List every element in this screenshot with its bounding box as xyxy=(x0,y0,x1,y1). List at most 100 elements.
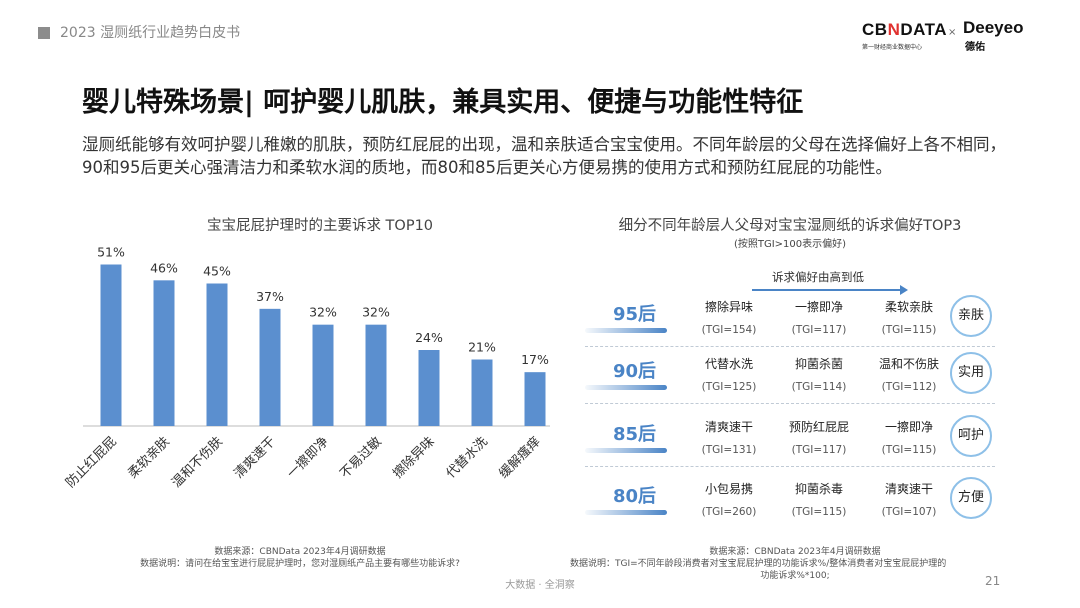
age-underline xyxy=(585,328,667,333)
bar xyxy=(418,350,440,426)
preference-cell: 一擦即净 (TGI=117) xyxy=(779,298,859,336)
bar-value-label: 51% xyxy=(97,245,125,260)
age-row-95: 95后 擦除异味 (TGI=154) 一擦即净 (TGI=117) 柔软亲肤 (TGI… xyxy=(585,295,995,348)
preference-cell: 清爽速干 (TGI=131) xyxy=(689,418,769,456)
bar xyxy=(365,324,387,426)
preference-tgi: (TGI=112) xyxy=(881,381,937,393)
category-label: 代替水洗 xyxy=(443,434,490,481)
age-underline xyxy=(585,448,667,453)
age-underline xyxy=(585,510,667,515)
bar-chart-title: 宝宝屁屁护理时的主要诉求 TOP10 xyxy=(206,218,434,234)
arrow-right-icon xyxy=(900,285,908,295)
footer-tagline: 大数据 · 全洞察 xyxy=(505,580,575,591)
bar-value-label: 45% xyxy=(203,264,231,279)
preference-name: 一擦即净 xyxy=(884,420,933,434)
feature-badge: 方便 xyxy=(950,477,992,519)
age-label: 85后 xyxy=(613,424,657,445)
age-row-80: 80后 小包易携 (TGI=260) 抑菌杀毒 (TGI=115) 清爽速干 (TGI… xyxy=(585,477,995,530)
preference-arrow-label: 诉求偏好由高到低 xyxy=(772,270,864,284)
deeyeo-logo-subtitle: 德佑 xyxy=(965,42,985,53)
preference-name: 抑菌杀毒 xyxy=(794,482,843,496)
preference-cell: 小包易携 (TGI=260) xyxy=(689,480,769,518)
preference-cell: 清爽速干 (TGI=107) xyxy=(869,480,949,518)
row-divider xyxy=(585,403,995,404)
feature-badge: 实用 xyxy=(950,352,992,394)
preference-tgi: (TGI=260) xyxy=(701,506,757,518)
cbndata-logo-subtitle: 第一财经商业数据中心 xyxy=(862,44,923,51)
right-source-line: 数据来源：CBNData 2023年4月调研数据 xyxy=(709,547,881,557)
row-divider xyxy=(585,346,995,347)
preference-tgi: (TGI=115) xyxy=(791,506,847,518)
left-source-note: 数据来源：CBNData 2023年4月调研数据 数据说明：请问在给宝宝进行屁屁… xyxy=(90,546,510,570)
category-label: 清爽速干 xyxy=(231,434,278,481)
page-title: 婴儿特殊场景| 呵护婴儿肌肤，兼具实用、便捷与功能性特征 xyxy=(82,87,804,118)
preference-cell: 预防红屁屁 (TGI=117) xyxy=(779,418,859,456)
preference-cell: 柔软亲肤 (TGI=115) xyxy=(869,298,949,336)
preference-tgi: (TGI=131) xyxy=(701,444,757,456)
preference-arrow-line xyxy=(752,289,902,291)
preference-cell: 温和不伤肤 (TGI=112) xyxy=(869,355,949,393)
bar-value-label: 17% xyxy=(521,352,549,367)
category-label: 缓解瘙痒 xyxy=(496,434,544,482)
preference-tgi: (TGI=107) xyxy=(881,506,937,518)
logo-text-part1: CB xyxy=(862,20,888,39)
table-subtitle: (按照TGI>100表示偏好) xyxy=(733,239,847,250)
preference-name: 清爽速干 xyxy=(884,482,933,496)
table-title: 细分不同年龄层人父母对宝宝湿厕纸的诉求偏好TOP3 xyxy=(618,218,962,234)
feature-badge: 呵护 xyxy=(950,415,992,457)
left-source-line: 数据来源：CBNData 2023年4月调研数据 xyxy=(214,547,386,557)
right-source-note: 数据来源：CBNData 2023年4月调研数据 数据说明：TGI=不同年龄段消… xyxy=(570,546,1020,582)
bar xyxy=(471,359,493,426)
preference-name: 擦除异味 xyxy=(704,300,753,314)
age-label: 95后 xyxy=(613,304,657,325)
preference-name: 小包易携 xyxy=(704,482,753,496)
category-label: 一擦即净 xyxy=(284,434,331,481)
category-label: 温和不伤肤 xyxy=(169,434,226,491)
bar-value-label: 32% xyxy=(362,305,390,320)
report-title: 2023 湿厕纸行业趋势白皮书 xyxy=(60,25,241,41)
page-number: 21 xyxy=(985,574,1001,588)
logo-text-part2: N xyxy=(887,20,901,39)
bar xyxy=(100,264,122,426)
preference-name: 柔软亲肤 xyxy=(884,300,933,314)
preference-tgi: (TGI=125) xyxy=(701,381,757,393)
preference-name: 清爽速干 xyxy=(704,420,753,434)
preference-tgi: (TGI=115) xyxy=(881,444,937,456)
age-row-85: 85后 清爽速干 (TGI=131) 预防红屁屁 (TGI=117) 一擦即净 (TG… xyxy=(585,415,995,468)
category-label: 擦除异味 xyxy=(390,434,437,481)
preference-tgi: (TGI=154) xyxy=(701,324,757,336)
bar-value-label: 46% xyxy=(150,260,178,275)
preference-cell: 抑菌杀菌 (TGI=114) xyxy=(779,355,859,393)
bar xyxy=(259,308,281,426)
category-label: 防止红屁屁 xyxy=(63,434,120,491)
age-label: 90后 xyxy=(613,361,657,382)
header-square-icon xyxy=(38,27,50,39)
bar-chart: 51% 防止红屁屁 46% 柔软亲肤 45% 温和不伤肤 37% 清爽速干 32% 一擦即净 32%… xyxy=(63,245,550,491)
preference-name: 代替水洗 xyxy=(704,357,753,371)
bar xyxy=(312,324,334,426)
preference-name: 抑菌杀菌 xyxy=(794,357,843,371)
preference-tgi: (TGI=117) xyxy=(791,324,847,336)
preference-tgi: (TGI=114) xyxy=(791,381,847,393)
bar xyxy=(153,280,175,426)
cbndata-logo: CBNDATA xyxy=(862,20,947,40)
logo-separator: × xyxy=(948,27,957,38)
bar-value-label: 24% xyxy=(415,330,443,345)
preference-cell: 一擦即净 (TGI=115) xyxy=(869,418,949,456)
deeyeo-logo: Deeyeo xyxy=(963,18,1024,37)
preference-tgi: (TGI=115) xyxy=(881,324,937,336)
right-description-line: 数据说明：TGI=不同年龄段消费者对宝宝屁屁护理的功能诉求%/整体消费者对宝宝屁… xyxy=(570,559,947,569)
feature-badge: 亲肤 xyxy=(950,295,992,337)
bar xyxy=(206,283,228,426)
right-description-line-2: 功能诉求%*100; xyxy=(760,571,830,581)
left-description-line: 数据说明：请问在给宝宝进行屁屁护理时，您对湿厕纸产品主要有哪些功能诉求? xyxy=(140,559,460,569)
category-label: 不易过敏 xyxy=(337,434,384,481)
preference-cell: 抑菌杀毒 (TGI=115) xyxy=(779,480,859,518)
preference-tgi: (TGI=117) xyxy=(791,444,847,456)
row-divider xyxy=(585,466,995,467)
preference-name: 预防红屁屁 xyxy=(788,420,849,434)
age-underline xyxy=(585,385,667,390)
preference-name: 一擦即净 xyxy=(794,300,843,314)
bar xyxy=(524,372,546,426)
category-label: 柔软亲肤 xyxy=(125,434,172,481)
